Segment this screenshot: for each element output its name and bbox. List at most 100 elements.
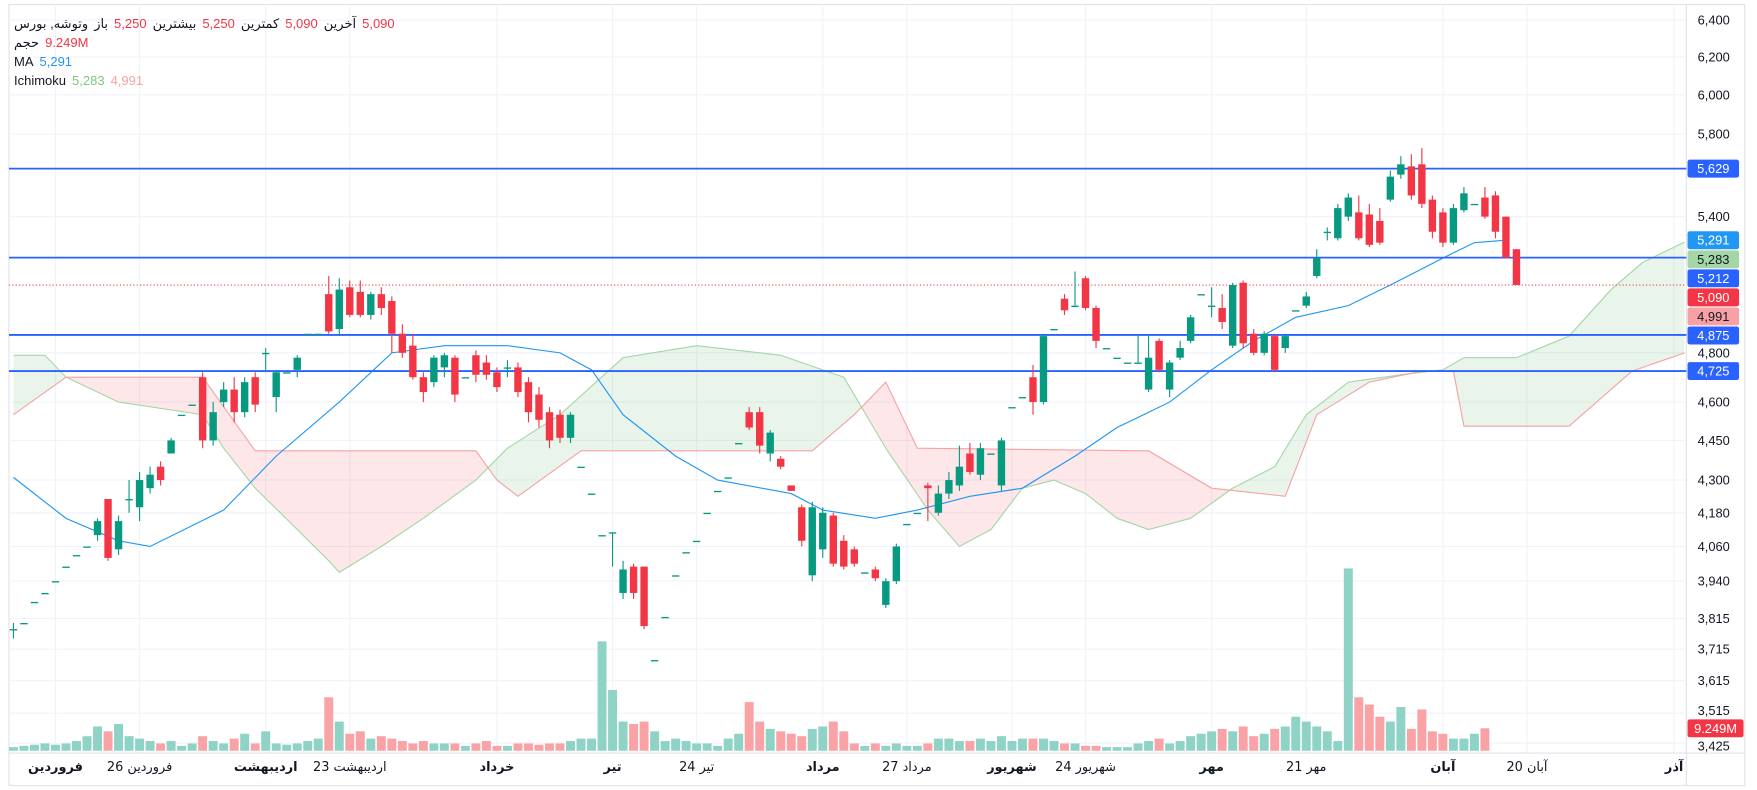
volume-bar [460,745,470,751]
y-tick-label: 3,815 [1698,611,1730,626]
price-label-ma: 5,291 [1697,233,1729,248]
candle-body [598,535,606,537]
volume-bar [72,741,81,751]
candle-body [1228,285,1237,346]
chart-legend: وتوشه, بورس باز 5,250 بیشترین 5,250 کمتر… [14,14,395,90]
volume-bar [1196,733,1206,751]
candle [461,377,470,379]
candle-body [451,357,459,395]
candle [104,499,112,561]
y-tick-label: 4,600 [1698,395,1730,410]
volume-bar [51,744,60,751]
volume-bar [1060,743,1069,751]
candle-body [1039,336,1048,403]
candle [1376,208,1384,245]
candle-body [987,453,995,455]
volume-bar [755,721,765,751]
volume-bar [397,741,407,751]
candle [734,443,743,445]
candle [1050,329,1058,331]
x-tick-label: 27 مرداد [882,760,932,775]
legend-volume-value: 9.249M [45,35,89,50]
x-tick-label: 24 تیر [679,760,714,775]
volume-bar [912,745,922,751]
volume-bar [765,728,775,751]
x-tick-label: خرداد [479,760,514,775]
volume-bar [713,745,723,751]
candle [1176,340,1184,361]
volume-bar [261,731,271,751]
x-tick-label: اردیبهشت [234,760,298,775]
volume-bar [923,743,933,751]
price-label-span_b: 4,991 [1697,309,1729,324]
candle [314,333,322,336]
candle [724,477,732,479]
candle-body [146,474,154,489]
volume-bar [1133,743,1143,751]
volume-bar [1469,733,1479,751]
price-label-span_a: 5,283 [1697,252,1729,267]
candle-body [1029,377,1037,403]
x-tick-label: مهر [1198,760,1224,775]
candle [829,512,837,567]
legend-ma-label: MA [14,54,34,69]
candle-body [713,490,722,493]
candle-body [367,294,375,315]
volume-bar [219,743,229,751]
candle [188,404,196,406]
volume-bar [492,745,502,751]
candle-body [1481,197,1489,217]
candle [619,560,627,599]
candle-body [304,333,312,336]
candle-body [955,466,964,486]
candle [167,437,175,454]
volume-bar [1154,738,1164,751]
volume-bar [870,743,880,751]
legend-ichimoku-row[interactable]: Ichimoku 5,283 4,991 [14,71,395,90]
candle-body [1176,348,1184,358]
volume-bar [450,743,460,751]
candle [367,291,375,320]
candle-body [177,414,186,417]
candle-body [566,414,575,438]
candle [587,493,596,495]
volume-bar [1354,697,1364,751]
volume-bar [734,733,744,751]
candle-body [104,499,112,558]
volume-bar [282,744,292,751]
candle [882,578,890,608]
candle-body [472,355,480,375]
candle [924,482,932,522]
candle [472,350,480,383]
candle [1155,338,1163,373]
candle [756,407,764,454]
candle-body [756,412,764,446]
candle [934,485,943,516]
y-tick-label: 5,400 [1698,209,1730,224]
candle-body [30,601,39,604]
candle [1334,203,1342,241]
y-tick-label: 6,400 [1698,13,1730,28]
candle [1018,397,1027,399]
candle-body [556,414,564,438]
volume-bar [1007,741,1017,751]
legend-ma-row[interactable]: MA 5,291 [14,52,395,71]
candle-body [135,480,144,508]
candle-body [72,555,81,557]
volume-bar [8,747,18,751]
candle-body [745,412,753,428]
candle-body [703,512,711,515]
volume-bar [1165,743,1175,751]
volume-bar [40,743,50,751]
candle [556,409,564,444]
volume-bar [692,743,702,751]
volume-bar [1343,568,1353,751]
candle-body [861,572,869,574]
volume-bar [1312,726,1322,751]
y-tick-label: 3,515 [1698,703,1730,718]
legend-symbol[interactable]: وتوشه, بورس [14,16,89,31]
legend-volume-row[interactable]: حجم 9.249M [14,33,395,52]
candle-body [629,566,638,593]
